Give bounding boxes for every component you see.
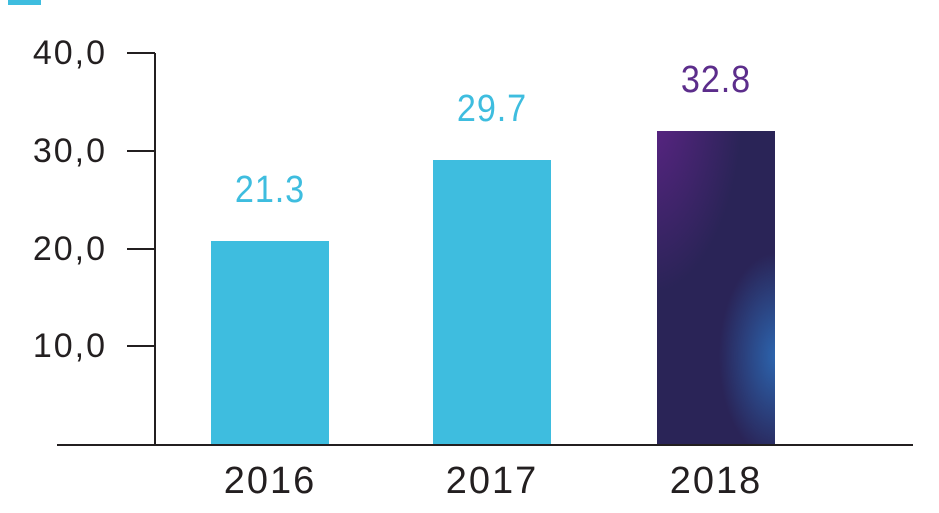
y-axis-tick <box>127 149 155 152</box>
y-axis-label: 30,0 <box>32 131 107 170</box>
x-axis-label-2016: 2016 <box>223 460 317 502</box>
y-axis-label: 20,0 <box>32 229 107 268</box>
decorative-dash <box>8 0 41 5</box>
bar-2018 <box>657 130 775 444</box>
bar-value-label-2018: 32.8 <box>680 58 752 101</box>
y-axis-label: 40,0 <box>32 34 107 72</box>
x-axis-label-2017: 2017 <box>445 460 539 502</box>
x-axis-label-2018: 2018 <box>669 460 763 502</box>
y-axis-tick <box>127 52 155 54</box>
bar-value-label-2017: 29.7 <box>456 88 528 131</box>
bar-2016 <box>211 240 329 444</box>
y-axis-tick <box>127 247 155 250</box>
y-axis-label: 10,0 <box>32 327 107 366</box>
y-axis-tick <box>127 345 155 348</box>
x-axis-line <box>57 444 913 446</box>
bar-2017 <box>433 160 551 444</box>
y-axis-line <box>154 53 156 446</box>
bar-value-label-2016: 21.3 <box>234 168 306 211</box>
